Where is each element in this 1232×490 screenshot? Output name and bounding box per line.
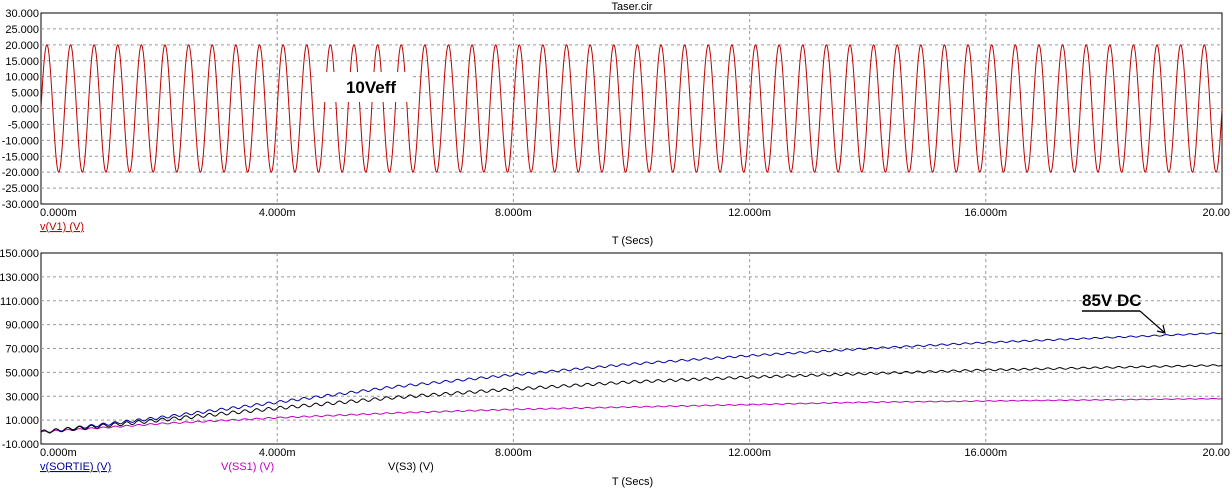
annotation-10veff-box bbox=[316, 72, 412, 102]
y-tick-label: 5.000 bbox=[11, 88, 39, 100]
x-tick-label: 20.00 bbox=[1202, 207, 1230, 219]
y-tick-label: 10.000 bbox=[5, 72, 39, 84]
y-tick-label: 50.000 bbox=[5, 367, 39, 379]
plot-v1-series bbox=[40, 44, 1223, 173]
y-tick-label: -20.000 bbox=[2, 167, 39, 179]
legend-v1: v(V1) (V) bbox=[40, 221, 84, 233]
series-line-v1 bbox=[40, 44, 1223, 173]
y-tick-label: -10.000 bbox=[2, 135, 39, 147]
y-tick-label: -15.000 bbox=[2, 151, 39, 163]
series-line-ss1 bbox=[40, 397, 1223, 433]
y-tick-label: 110.000 bbox=[0, 296, 39, 308]
plot-v1-x-ticks: 0.000m 4.000m 8.000m 12.000m 16.000m 20.00 bbox=[40, 207, 1230, 219]
legend-s3: V(S3) (V) bbox=[388, 461, 434, 473]
x-tick-label: 0.000m bbox=[40, 207, 77, 219]
y-tick-label: 30.000 bbox=[5, 391, 39, 403]
x-tick-label: 8.000m bbox=[495, 447, 532, 459]
plot-outputs-y-ticks: 150.000 130.000 110.000 90.000 70.000 50.000 3… bbox=[0, 248, 39, 451]
window-title: Taser.cir bbox=[612, 1, 653, 13]
y-tick-label: -25.000 bbox=[2, 183, 39, 195]
y-tick-label: 15.000 bbox=[5, 56, 39, 68]
plot-outputs-x-ticks: 0.000m 4.000m 8.000m 12.000m 16.000m 20.00 bbox=[40, 447, 1230, 459]
legend-ss1: V(SS1) (V) bbox=[221, 461, 274, 473]
y-tick-label: -10.000 bbox=[2, 439, 39, 451]
plot-v1-y-ticks: 30.000 25.000 20.000 15.000 10.000 5.000 0.000… bbox=[2, 8, 39, 211]
y-tick-label: 0.000 bbox=[11, 104, 39, 116]
x-tick-label: 20.00 bbox=[1202, 447, 1230, 459]
y-tick-label: 70.000 bbox=[5, 344, 39, 356]
y-tick-label: 130.000 bbox=[0, 272, 39, 284]
series-line-sortie bbox=[40, 332, 1223, 433]
y-tick-label: 10.000 bbox=[5, 415, 39, 427]
plot-v1-grid bbox=[41, 13, 1222, 204]
plot-outputs-grid bbox=[41, 253, 1222, 444]
annotation-10veff: 10Veff bbox=[316, 72, 412, 102]
x-tick-label: 12.000m bbox=[728, 447, 771, 459]
annotation-10veff-text: 10Veff bbox=[346, 78, 396, 97]
y-tick-label: 20.000 bbox=[5, 40, 39, 52]
annotation-85v-dc: 85V DC bbox=[1082, 291, 1166, 334]
y-tick-label: -5.000 bbox=[8, 119, 39, 131]
series-line-s3 bbox=[40, 364, 1223, 434]
y-tick-label: 90.000 bbox=[5, 320, 39, 332]
plot-v1: 30.000 25.000 20.000 15.000 10.000 5.000 0.000… bbox=[2, 8, 1230, 247]
x-tick-label: 16.000m bbox=[964, 207, 1007, 219]
y-tick-label: 150.000 bbox=[0, 248, 39, 260]
x-tick-label: 12.000m bbox=[728, 207, 771, 219]
x-tick-label: 8.000m bbox=[495, 207, 532, 219]
annotation-85v-dc-text: 85V DC bbox=[1082, 291, 1142, 310]
x-tick-label: 4.000m bbox=[259, 447, 296, 459]
annotation-85v-dc-leader bbox=[1139, 310, 1166, 334]
plot-outputs-series bbox=[40, 332, 1223, 434]
x-tick-label: 0.000m bbox=[40, 447, 77, 459]
y-tick-label: 30.000 bbox=[5, 8, 39, 20]
x-tick-label: 4.000m bbox=[259, 207, 296, 219]
annotation-85v-dc-arrowhead bbox=[1156, 324, 1166, 334]
y-tick-label: -30.000 bbox=[2, 199, 39, 211]
y-tick-label: 25.000 bbox=[5, 24, 39, 36]
plot-outputs: 150.000 130.000 110.000 90.000 70.000 50.000 3… bbox=[0, 248, 1230, 488]
legend-sortie: v(SORTIE) (V) bbox=[40, 461, 111, 473]
plot-v1-x-axis-label: T (Secs) bbox=[612, 235, 653, 247]
x-tick-label: 16.000m bbox=[964, 447, 1007, 459]
plot-outputs-x-axis-label: T (Secs) bbox=[612, 476, 653, 488]
